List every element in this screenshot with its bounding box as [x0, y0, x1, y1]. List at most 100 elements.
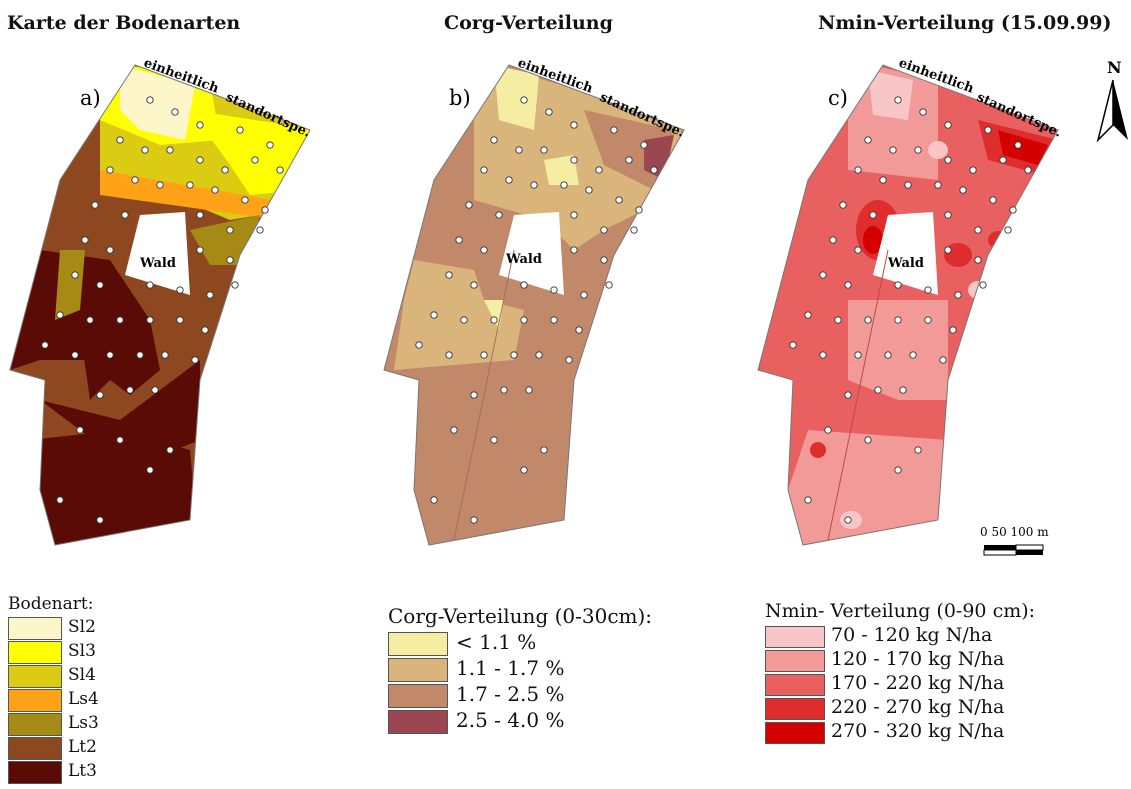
sampling-point: [615, 196, 623, 204]
sampling-point: [176, 316, 184, 324]
legend-label: Lt3: [68, 761, 97, 781]
sampling-point: [525, 386, 533, 394]
sampling-point: [834, 316, 842, 324]
sampling-point: [949, 326, 957, 334]
legend-label: 2.5 - 4.0 %: [456, 708, 565, 732]
sampling-point: [480, 246, 488, 254]
sampling-point: [894, 316, 902, 324]
panel-letter-b: b): [449, 86, 471, 110]
sampling-point: [465, 201, 473, 209]
sampling-point: [196, 156, 204, 164]
legend-label: 270 - 320 kg N/ha: [831, 720, 1005, 742]
sampling-point: [974, 256, 982, 264]
legend-label: < 1.1 %: [456, 630, 537, 654]
sampling-point: [81, 236, 89, 244]
sampling-point: [196, 211, 204, 219]
map-b-title: Corg-Verteilung: [444, 12, 613, 34]
sampling-point: [430, 311, 438, 319]
sampling-point: [106, 246, 114, 254]
sampling-point: [96, 391, 104, 399]
sampling-point: [1004, 226, 1012, 234]
sampling-point: [226, 226, 234, 234]
legend-swatch: [8, 761, 62, 784]
sampling-point: [844, 281, 852, 289]
legend-swatch: [765, 698, 825, 720]
sampling-point: [490, 136, 498, 144]
sampling-point: [889, 146, 897, 154]
sampling-point: [610, 126, 618, 134]
legend-item: 120 - 170 kg N/ha: [765, 648, 1035, 672]
sampling-point: [640, 141, 648, 149]
map-a-title: Karte der Bodenarten: [7, 12, 241, 34]
legend-item: Ls3: [8, 712, 99, 736]
sampling-point: [450, 426, 458, 434]
sampling-point: [650, 166, 658, 174]
legend-item: 2.5 - 4.0 %: [388, 708, 652, 734]
sampling-point: [535, 351, 543, 359]
sampling-point: [171, 108, 179, 116]
sampling-point: [839, 201, 847, 209]
legend-item: Sl3: [8, 640, 96, 664]
sampling-point: [201, 326, 209, 334]
legend-item: Ls4: [8, 688, 99, 712]
sampling-points: [41, 96, 1032, 524]
legend-swatch: [388, 632, 448, 656]
legend-label: 170 - 220 kg N/ha: [831, 672, 1005, 694]
legend-item: 220 - 270 kg N/ha: [765, 696, 1035, 720]
sampling-point: [894, 466, 902, 474]
legend-item: 170 - 220 kg N/ha: [765, 672, 1035, 696]
sampling-point: [236, 126, 244, 134]
sampling-point: [106, 166, 114, 174]
sampling-point: [76, 426, 84, 434]
legend-soil-types: Bodenart: Sl2 Sl3 Sl4 Ls4 Ls3 Lt2 Lt3: [8, 594, 99, 784]
panel-letter-c: c): [828, 86, 848, 110]
sampling-point: [924, 316, 932, 324]
sampling-point: [570, 121, 578, 129]
sampling-point: [96, 516, 104, 524]
sampling-point: [844, 516, 852, 524]
sampling-point: [989, 196, 997, 204]
sampling-point: [819, 271, 827, 279]
sampling-point: [71, 351, 79, 359]
sampling-point: [585, 186, 593, 194]
sampling-point: [500, 386, 508, 394]
forest-label: Wald: [505, 252, 542, 267]
sampling-point: [844, 391, 852, 399]
sampling-point: [430, 496, 438, 504]
sampling-point: [56, 496, 64, 504]
sampling-point: [510, 351, 518, 359]
sampling-point: [919, 108, 927, 116]
sampling-point: [116, 136, 124, 144]
sampling-point: [789, 341, 797, 349]
sampling-point: [899, 386, 907, 394]
sampling-point: [570, 211, 578, 219]
sampling-point: [944, 211, 952, 219]
sampling-point: [191, 356, 199, 364]
sampling-point: [166, 146, 174, 154]
legend-swatch: [388, 684, 448, 708]
sampling-point: [864, 316, 872, 324]
legend-label: Ls3: [68, 713, 99, 733]
sampling-point: [944, 156, 952, 164]
sampling-point: [974, 226, 982, 234]
sampling-point: [1014, 141, 1022, 149]
sampling-point: [261, 206, 269, 214]
sampling-point: [256, 226, 264, 234]
sampling-point: [186, 181, 194, 189]
sampling-point: [854, 166, 862, 174]
sampling-point: [470, 391, 478, 399]
sampling-point: [944, 246, 952, 254]
sampling-point: [116, 436, 124, 444]
sampling-point: [520, 316, 528, 324]
legend-label: Sl3: [68, 641, 96, 661]
legend-c-title: Nmin- Verteilung (0-90 cm):: [765, 600, 1036, 622]
sampling-point: [625, 156, 633, 164]
sampling-point: [545, 108, 553, 116]
sampling-point: [570, 246, 578, 254]
sampling-point: [146, 316, 154, 324]
sampling-point: [226, 256, 234, 264]
legend-item: Lt2: [8, 736, 97, 760]
legend-item: 270 - 320 kg N/ha: [765, 720, 1035, 744]
sampling-point: [231, 281, 239, 289]
sampling-point: [415, 341, 423, 349]
